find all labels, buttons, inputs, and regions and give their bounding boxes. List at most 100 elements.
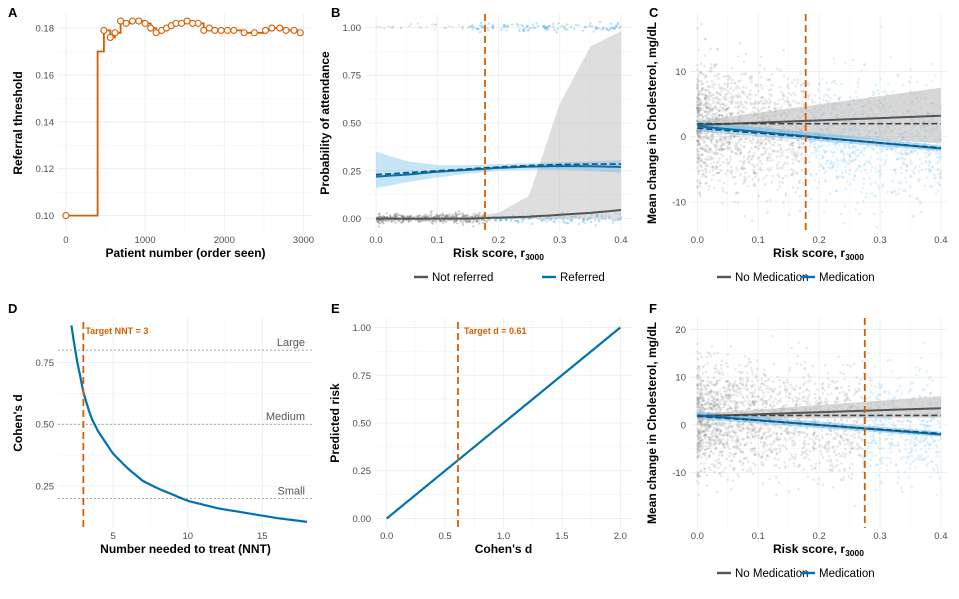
data-point [569, 25, 573, 29]
data-point [746, 157, 749, 161]
data-point [699, 71, 703, 75]
data-point [905, 152, 908, 155]
data-point [704, 149, 708, 152]
data-point [846, 440, 850, 444]
data-point [819, 443, 822, 447]
data-point [696, 132, 700, 135]
data-point [702, 160, 706, 164]
data-point [913, 167, 916, 170]
data-point [452, 215, 455, 218]
data-point [729, 91, 732, 95]
data-point [914, 142, 917, 145]
data-point [736, 169, 740, 173]
data-point [824, 180, 828, 184]
data-point [824, 402, 828, 405]
data-point [801, 101, 804, 105]
data-point [696, 157, 700, 160]
data-point [786, 430, 789, 434]
data-point [737, 105, 741, 109]
data-point [734, 134, 737, 138]
data-point [813, 179, 817, 182]
data-point [765, 399, 768, 403]
data-point [850, 442, 853, 446]
data-point [857, 164, 860, 168]
data-point [775, 464, 778, 467]
data-point [834, 142, 838, 146]
data-point [809, 140, 812, 143]
data-point [390, 219, 393, 223]
data-point [890, 441, 894, 445]
data-point [794, 158, 798, 162]
data-point [868, 450, 872, 454]
data-point [783, 445, 787, 448]
data-point [914, 466, 917, 469]
data-point [821, 483, 825, 487]
data-point [723, 142, 726, 146]
data-point [702, 406, 705, 410]
data-point [445, 213, 448, 217]
data-point [876, 463, 879, 466]
data-point [470, 25, 473, 28]
data-point [769, 156, 772, 160]
data-point [901, 152, 904, 156]
data-point [698, 410, 702, 413]
data-point [791, 141, 795, 145]
data-point [713, 112, 717, 116]
data-point [913, 172, 916, 175]
data-point [702, 135, 706, 139]
data-point [850, 472, 854, 476]
data-point [770, 152, 773, 156]
data-point [839, 371, 842, 374]
data-point [777, 418, 780, 422]
data-point [443, 215, 446, 218]
data-point [379, 26, 382, 29]
data-point [793, 426, 797, 430]
data-point [717, 113, 721, 117]
data-point [836, 445, 839, 448]
data-point [724, 380, 727, 383]
data-point [899, 432, 902, 435]
data-point [544, 27, 547, 30]
data-point [810, 141, 813, 144]
data-point [843, 146, 847, 149]
data-point [757, 454, 761, 457]
data-point [928, 160, 931, 164]
data-point [747, 174, 751, 178]
y-tick-label: 0.00 [353, 514, 372, 525]
data-point [853, 152, 857, 156]
data-point [794, 152, 798, 156]
data-point [726, 353, 730, 356]
data-point [718, 106, 722, 109]
data-point [870, 451, 874, 455]
data-point [563, 25, 566, 28]
data-point [717, 116, 720, 119]
data-point [745, 371, 749, 375]
data-point [749, 391, 752, 395]
data-point [853, 504, 857, 508]
data-point [909, 438, 913, 442]
data-point [708, 446, 712, 450]
data-point [773, 107, 777, 111]
data-point [709, 162, 713, 166]
data-point [726, 426, 729, 430]
data-point [839, 454, 842, 458]
data-point [738, 86, 741, 90]
data-point [806, 397, 809, 401]
data-point [584, 25, 587, 29]
data-point [377, 225, 380, 228]
data-point [696, 87, 699, 90]
data-point [831, 164, 835, 168]
data-point [803, 395, 806, 398]
data-point [935, 181, 938, 184]
data-point [839, 435, 842, 438]
data-point [840, 462, 843, 465]
data-point [751, 395, 755, 398]
data-point [697, 432, 701, 436]
data-point [753, 106, 757, 109]
data-point [697, 116, 700, 120]
data-point [927, 428, 931, 432]
data-point [744, 133, 747, 136]
data-point [928, 153, 931, 156]
data-point [696, 374, 700, 377]
data-point [697, 110, 700, 114]
